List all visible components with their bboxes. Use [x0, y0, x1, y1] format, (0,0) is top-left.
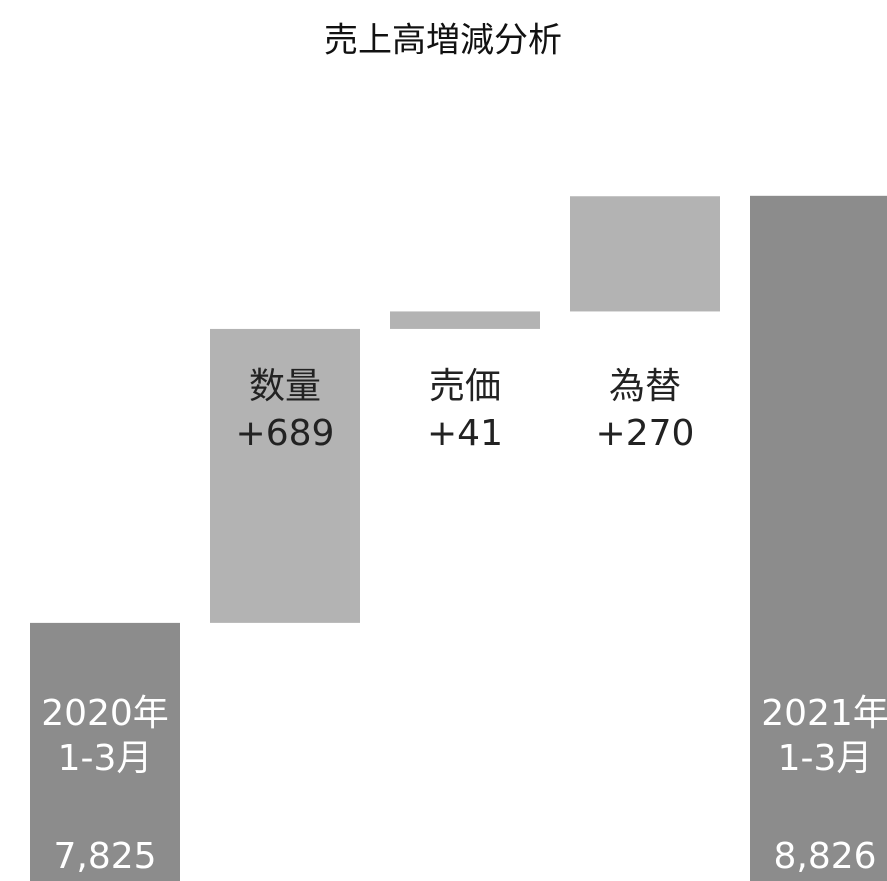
value-label: +270 [596, 413, 695, 454]
bar [570, 196, 720, 312]
bar [390, 311, 540, 329]
category-label: 売価 [429, 366, 501, 407]
value-label: +689 [236, 413, 335, 454]
category-label: 1-3月 [58, 738, 153, 779]
bar [750, 195, 887, 881]
bar [210, 328, 360, 623]
chart-title: 売上高増減分析 [324, 21, 562, 61]
bar [30, 622, 180, 881]
category-label: 1-3月 [778, 738, 873, 779]
value-label: 7,825 [53, 836, 156, 877]
value-label: 8,826 [773, 836, 876, 877]
category-label: 2021年 [761, 693, 887, 734]
category-label: 為替 [609, 366, 681, 407]
category-label: 2020年 [41, 693, 169, 734]
category-label: 数量 [249, 366, 321, 407]
value-label: +41 [427, 413, 503, 454]
